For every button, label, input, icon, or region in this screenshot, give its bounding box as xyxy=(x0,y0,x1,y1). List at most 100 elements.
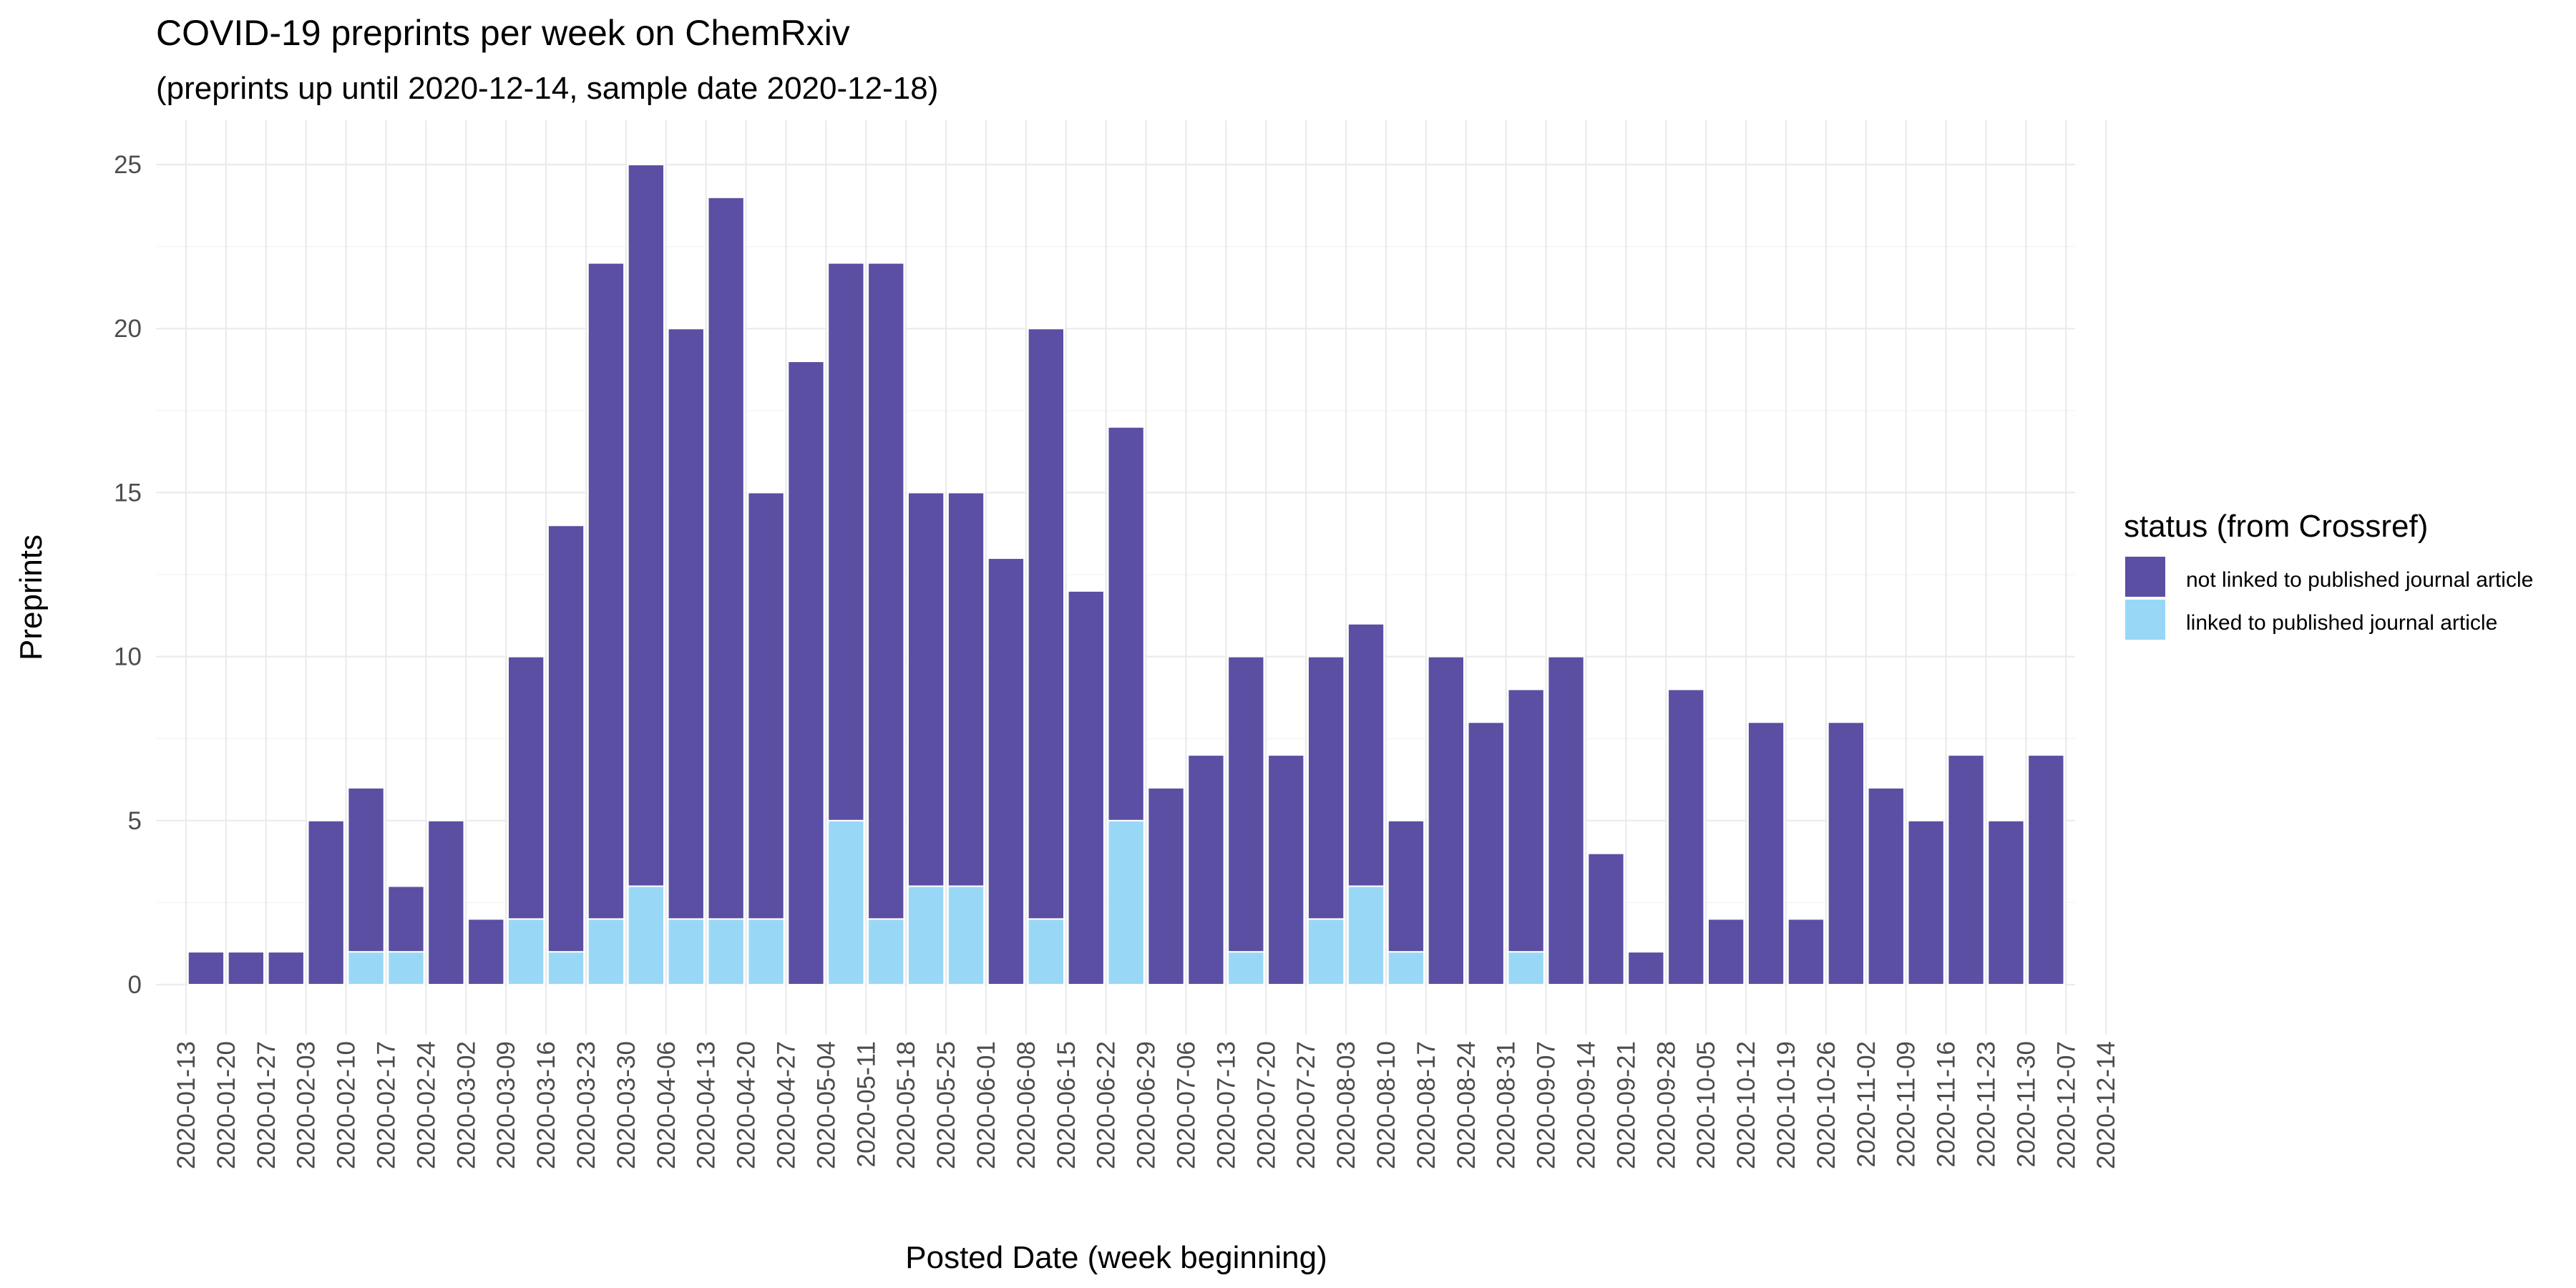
chart-subtitle: (preprints up until 2020-12-14, sample d… xyxy=(156,71,938,106)
bar-not-linked-2020-11-02 xyxy=(1867,786,1905,985)
legend-swatch-linked xyxy=(2125,600,2165,640)
bar-not-linked-2020-10-26 xyxy=(1827,721,1865,986)
bar-not-linked-2020-07-27 xyxy=(1307,655,1345,920)
bar-linked-2020-05-18 xyxy=(907,885,945,985)
y-tick-label: 0 xyxy=(128,971,142,999)
legend: status (from Crossref) not linked to pub… xyxy=(2124,509,2533,640)
bar-not-linked-2020-06-29 xyxy=(1147,786,1185,985)
x-tick-label: 2020-04-20 xyxy=(733,1041,761,1169)
bar-not-linked-2020-01-13 xyxy=(187,951,225,986)
bar-linked-2020-03-09 xyxy=(507,918,545,985)
bar-linked-2020-05-11 xyxy=(867,918,905,985)
x-tick-label: 2020-07-13 xyxy=(1212,1041,1240,1169)
bar-linked-2020-08-10 xyxy=(1387,951,1425,986)
bar-not-linked-2020-02-10 xyxy=(347,786,385,953)
x-tick-label: 2020-03-23 xyxy=(572,1041,600,1169)
x-tick-label: 2020-07-06 xyxy=(1173,1041,1201,1169)
x-tick-label: 2020-06-29 xyxy=(1133,1041,1161,1169)
legend-label-linked: linked to published journal article xyxy=(2186,611,2497,635)
x-tick-label: 2020-05-11 xyxy=(852,1041,880,1167)
legend-swatch-not-linked xyxy=(2125,557,2165,597)
x-tick-label: 2020-01-20 xyxy=(213,1041,240,1169)
bar-not-linked-2020-01-20 xyxy=(227,951,265,986)
x-tick-label: 2020-06-15 xyxy=(1053,1041,1080,1169)
x-tick-label: 2020-11-09 xyxy=(1893,1041,1921,1167)
bar-not-linked-2020-10-12 xyxy=(1747,721,1785,986)
bar-not-linked-2020-05-18 xyxy=(907,492,945,887)
x-tick-label: 2020-08-03 xyxy=(1332,1041,1360,1169)
y-tick-label: 10 xyxy=(114,643,142,671)
x-tick-label: 2020-02-17 xyxy=(373,1041,401,1169)
bar-not-linked-2020-08-24 xyxy=(1467,721,1505,986)
bar-linked-2020-08-03 xyxy=(1347,885,1385,985)
x-tick-label: 2020-05-18 xyxy=(892,1041,920,1169)
x-tick-label: 2020-04-06 xyxy=(653,1041,680,1169)
bar-not-linked-2020-01-27 xyxy=(267,951,305,986)
x-tick-label: 2020-10-26 xyxy=(1813,1041,1840,1169)
bar-linked-2020-03-16 xyxy=(547,951,585,986)
bar-not-linked-2020-05-25 xyxy=(947,492,985,887)
bar-linked-2020-04-20 xyxy=(747,918,785,985)
bar-linked-2020-04-13 xyxy=(707,918,745,985)
x-tick-label: 2020-11-23 xyxy=(1973,1041,2001,1167)
bar-not-linked-2020-03-30 xyxy=(627,164,665,887)
legend-title: status (from Crossref) xyxy=(2124,509,2428,544)
bar-not-linked-2020-03-23 xyxy=(587,262,625,920)
x-axis-ticks: 2020-01-13 2020-01-20 2020-01-27 2020-02-03… xyxy=(172,1041,2120,1169)
y-tick-label: 5 xyxy=(128,807,142,835)
bar-linked-2020-05-25 xyxy=(947,885,985,985)
bar-not-linked-2020-06-08 xyxy=(1027,328,1065,920)
bar-not-linked-2020-04-20 xyxy=(747,492,785,920)
bar-not-linked-2020-08-17 xyxy=(1427,655,1465,985)
bars xyxy=(187,164,2065,986)
x-tick-label: 2020-08-31 xyxy=(1493,1041,1521,1169)
x-tick-label: 2020-02-10 xyxy=(333,1041,361,1169)
x-tick-label: 2020-09-28 xyxy=(1652,1041,1680,1169)
bar-not-linked-2020-05-04 xyxy=(827,262,865,821)
x-tick-label: 2020-11-16 xyxy=(1933,1041,1961,1167)
bar-not-linked-2020-04-13 xyxy=(707,196,745,920)
bar-not-linked-2020-03-09 xyxy=(507,655,545,920)
bar-not-linked-2020-08-10 xyxy=(1387,819,1425,953)
bar-not-linked-2020-06-15 xyxy=(1067,590,1105,985)
bar-not-linked-2020-07-20 xyxy=(1267,754,1305,985)
x-tick-label: 2020-08-24 xyxy=(1453,1041,1480,1169)
y-axis-title: Preprints xyxy=(14,535,49,660)
bar-not-linked-2020-11-23 xyxy=(1987,819,2025,986)
bar-not-linked-2020-11-30 xyxy=(2027,754,2065,985)
bar-not-linked-2020-03-02 xyxy=(467,918,505,985)
bar-not-linked-2020-02-24 xyxy=(427,819,465,986)
y-axis-ticks: 0 5 10 15 20 25 xyxy=(114,151,142,999)
x-tick-label: 2020-01-27 xyxy=(253,1041,280,1169)
x-tick-label: 2020-05-04 xyxy=(812,1041,840,1169)
x-tick-label: 2020-03-02 xyxy=(452,1041,480,1169)
x-tick-label: 2020-03-09 xyxy=(492,1041,520,1169)
bar-linked-2020-06-22 xyxy=(1107,819,1145,986)
bar-linked-2020-08-31 xyxy=(1507,951,1545,986)
bar-not-linked-2020-05-11 xyxy=(867,262,905,920)
bar-linked-2020-03-30 xyxy=(627,885,665,985)
bar-not-linked-2020-02-17 xyxy=(387,885,425,953)
x-tick-label: 2020-04-13 xyxy=(693,1041,721,1169)
y-tick-label: 20 xyxy=(114,315,142,343)
x-tick-label: 2020-10-05 xyxy=(1692,1041,1720,1169)
x-tick-label: 2020-06-08 xyxy=(1013,1041,1040,1169)
x-tick-label: 2020-08-17 xyxy=(1413,1041,1440,1169)
x-tick-label: 2020-08-10 xyxy=(1372,1041,1400,1169)
bar-linked-2020-06-08 xyxy=(1027,918,1065,985)
x-tick-label: 2020-05-25 xyxy=(932,1041,960,1169)
x-tick-label: 2020-10-19 xyxy=(1772,1041,1800,1169)
y-tick-label: 15 xyxy=(114,479,142,507)
x-tick-label: 2020-04-27 xyxy=(773,1041,801,1169)
bar-linked-2020-07-13 xyxy=(1227,951,1265,986)
x-tick-label: 2020-07-20 xyxy=(1252,1041,1280,1169)
x-tick-label: 2020-10-12 xyxy=(1732,1041,1760,1169)
bar-not-linked-2020-09-28 xyxy=(1667,688,1705,985)
x-tick-label: 2020-11-02 xyxy=(1853,1041,1880,1167)
x-tick-label: 2020-09-07 xyxy=(1533,1041,1561,1169)
x-tick-label: 2020-01-13 xyxy=(172,1041,200,1169)
bar-not-linked-2020-07-06 xyxy=(1187,754,1225,985)
bar-linked-2020-02-17 xyxy=(387,951,425,986)
y-tick-label: 25 xyxy=(114,151,142,179)
x-tick-label: 2020-03-30 xyxy=(613,1041,640,1169)
